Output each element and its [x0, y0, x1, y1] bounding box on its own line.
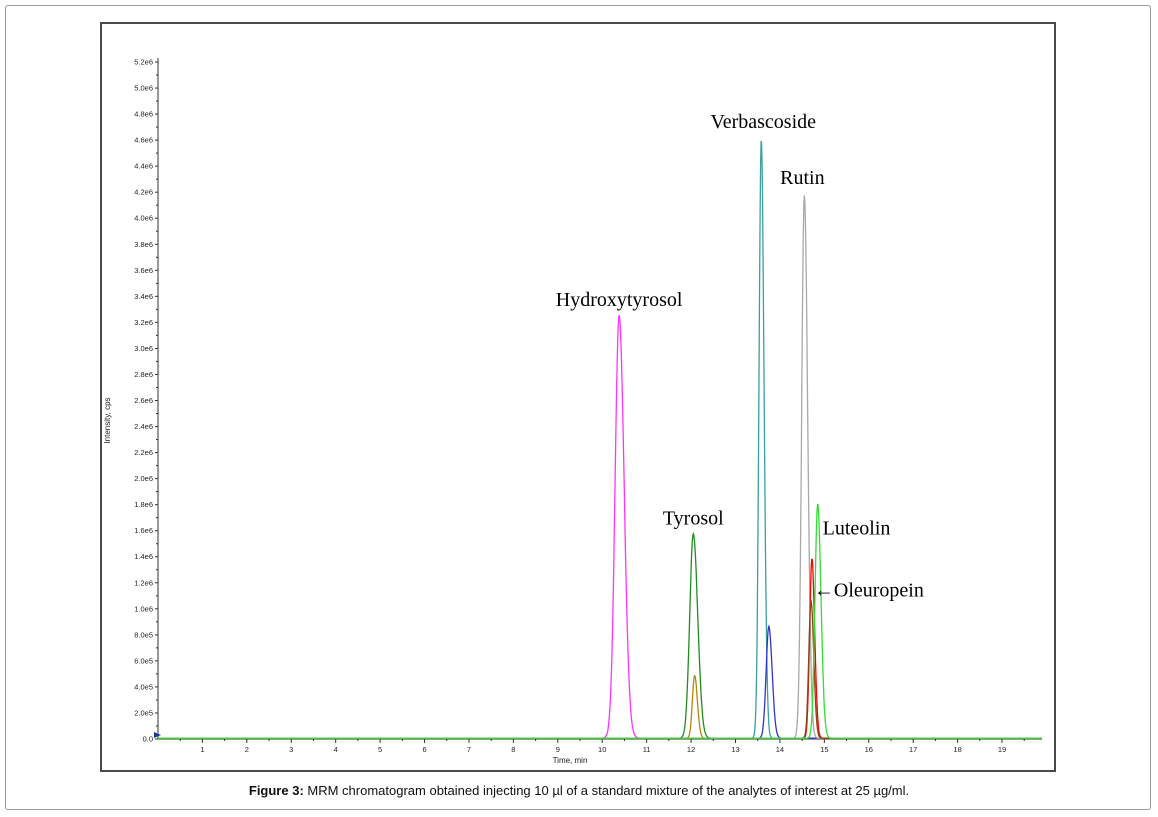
y-tick-label: 0.0 — [143, 735, 153, 744]
y-tick-label: 5.0e6 — [134, 84, 153, 93]
y-tick-label: 1.8e6 — [134, 500, 153, 509]
y-tick-label: 6.0e5 — [134, 656, 153, 665]
y-tick-label: 4.2e6 — [134, 188, 153, 197]
x-tick-label: 4 — [334, 745, 338, 754]
y-tick-label: 4.0e6 — [134, 214, 153, 223]
y-tick-label: 1.6e6 — [134, 526, 153, 535]
y-tick-label: 2.0e6 — [134, 474, 153, 483]
x-tick-label: 7 — [467, 745, 471, 754]
peak-label: ←Oleuropein — [814, 579, 924, 601]
caption-label: Figure 3: — [248, 783, 304, 798]
peak-labels: Hydroxytyrosol Tyrosol Verbascoside Rutin Lu… — [556, 111, 924, 601]
chromatogram-trace — [158, 140, 1042, 739]
chromatogram-trace — [158, 674, 1042, 739]
axes — [157, 58, 1042, 740]
x-tick-label: 2 — [245, 745, 249, 754]
y-tick-label: 4.8e6 — [134, 110, 153, 119]
peak-label: Rutin — [780, 167, 824, 189]
x-tick-label: 5 — [378, 745, 382, 754]
y-tick-label: 4.0e5 — [134, 682, 153, 691]
y-tick-label: 3.4e6 — [134, 292, 153, 301]
x-tick-label: 9 — [556, 745, 560, 754]
y-tick-label: 3.6e6 — [134, 266, 153, 275]
y-tick-label: 2.8e6 — [134, 370, 153, 379]
x-tick-label: 14 — [776, 745, 784, 754]
chromatogram-traces — [158, 140, 1042, 739]
y-axis-ticks: 0.0 2.0e5 4.0e5 6.0e5 8.0e5 1.0e6 1.2e6 1.4e6 1.… — [134, 58, 158, 744]
x-tick-label: 19 — [998, 745, 1006, 754]
x-tick-label: 11 — [643, 745, 651, 754]
x-tick-label: 12 — [687, 745, 695, 754]
y-tick-label: 1.4e6 — [134, 552, 153, 561]
marker-arrow-icon — [154, 732, 161, 738]
y-tick-label: 3.8e6 — [134, 240, 153, 249]
x-axis-title: Time, min — [553, 756, 588, 765]
chromatogram-trace — [158, 503, 1042, 739]
y-tick-label: 2.0e5 — [134, 708, 153, 717]
x-tick-label: 13 — [731, 745, 739, 754]
x-tick-label: 15 — [820, 745, 828, 754]
y-tick-label: 8.0e5 — [134, 630, 153, 639]
peak-label: Luteolin — [823, 518, 891, 540]
y-tick-label: 2.6e6 — [134, 396, 153, 405]
figure-frame — [5, 5, 1151, 810]
y-tick-label: 2.4e6 — [134, 422, 153, 431]
x-tick-label: 10 — [598, 745, 606, 754]
chromatogram-trace — [158, 531, 1042, 739]
chromatogram-trace — [158, 195, 1042, 739]
y-tick-label: 4.6e6 — [134, 136, 153, 145]
x-tick-label: 1 — [200, 745, 204, 754]
y-tick-label: 3.2e6 — [134, 318, 153, 327]
peak-label: Verbascoside — [710, 111, 816, 133]
x-axis-ticks: 1 2 3 4 5 6 7 8 9 10 11 12 13 14 15 16 17 18 19 — [179, 739, 1025, 754]
y-tick-label: 2.2e6 — [134, 448, 153, 457]
peak-label: Hydroxytyrosol — [556, 289, 683, 311]
chart-border — [100, 22, 1056, 772]
x-tick-label: 3 — [289, 745, 293, 754]
x-tick-label: 8 — [511, 745, 515, 754]
caption-text: MRM chromatogram obtained injecting 10 µ… — [303, 783, 910, 798]
figure-caption: Figure 3: MRM chromatogram obtained inje… — [0, 783, 1158, 798]
peak-label: Tyrosol — [663, 508, 724, 530]
x-tick-label: 6 — [422, 745, 426, 754]
y-tick-label: 5.2e6 — [134, 58, 153, 67]
x-tick-label: 18 — [953, 745, 961, 754]
y-tick-label: 3.0e6 — [134, 344, 153, 353]
y-tick-label: 1.0e6 — [134, 604, 153, 613]
x-tick-label: 17 — [909, 745, 917, 754]
chromatogram-trace — [158, 599, 1042, 739]
y-tick-label: 4.4e6 — [134, 162, 153, 171]
y-tick-label: 1.2e6 — [134, 578, 153, 587]
x-tick-label: 16 — [865, 745, 873, 754]
chromatogram-trace — [158, 314, 1042, 739]
chromatogram-trace — [158, 624, 1042, 739]
y-axis-title: Intensity, cps — [103, 397, 112, 443]
